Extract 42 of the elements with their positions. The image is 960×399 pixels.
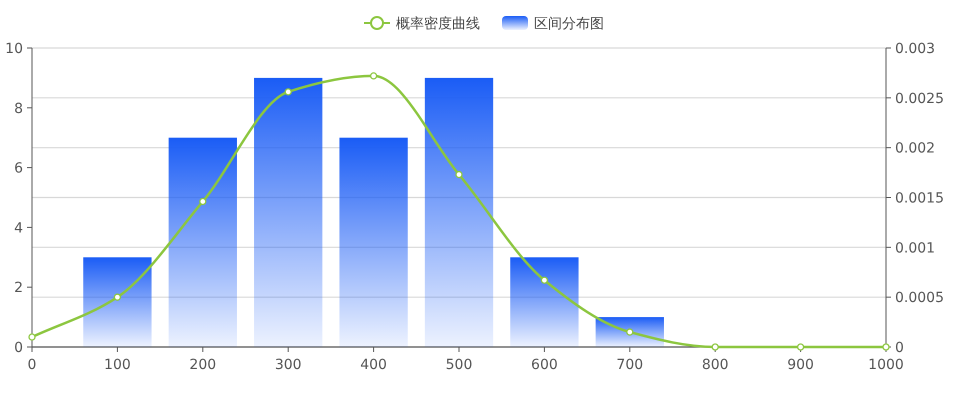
- y2-tick-label: 0: [895, 340, 904, 356]
- x-tick-label: 800: [702, 357, 729, 373]
- y2-tick-label: 0.003: [895, 41, 936, 57]
- point: [455, 170, 463, 178]
- legend-label: 区间分布图: [534, 16, 604, 32]
- bar: [168, 138, 237, 347]
- y2-tick-label: 0.001: [895, 240, 936, 256]
- y-tick-label: 8: [14, 100, 23, 117]
- point: [540, 276, 548, 284]
- y-tick-label: 4: [14, 220, 24, 236]
- point: [28, 333, 36, 341]
- bar: [83, 257, 152, 347]
- point: [284, 88, 292, 96]
- x-tick-label: 300: [274, 357, 302, 373]
- y-tick-label: 6: [14, 160, 24, 177]
- y2-tick-label: 0.0025: [895, 90, 944, 107]
- x-tick-label: 500: [446, 357, 472, 373]
- x-tick-label: 0: [28, 357, 36, 373]
- legend-label: 概率密度曲线: [396, 16, 480, 32]
- point: [114, 294, 122, 301]
- point: [712, 343, 719, 351]
- x-tick-label: 600: [531, 357, 558, 373]
- y-tick-label: 2: [14, 280, 23, 296]
- y2-tick-label: 0.0005: [895, 290, 944, 306]
- y2-tick-label: 0.002: [895, 140, 936, 157]
- y-tick-label: 0: [14, 340, 23, 356]
- point: [626, 328, 634, 336]
- bar: [510, 257, 579, 347]
- point: [796, 343, 804, 351]
- x-tick-label: 900: [787, 357, 814, 373]
- bar: [339, 138, 408, 347]
- x-tick-label: 400: [360, 357, 387, 373]
- y2-tick-label: 0.0015: [895, 190, 944, 206]
- x-tick-label: 100: [104, 357, 131, 373]
- y-tick-label: 10: [5, 41, 23, 57]
- bar: [424, 78, 494, 347]
- point: [199, 198, 206, 206]
- point: [370, 72, 378, 80]
- bar: [254, 78, 322, 347]
- x-tick-label: 1000: [868, 357, 904, 373]
- x-tick-label: 700: [616, 357, 644, 373]
- x-tick-label: 200: [189, 357, 216, 373]
